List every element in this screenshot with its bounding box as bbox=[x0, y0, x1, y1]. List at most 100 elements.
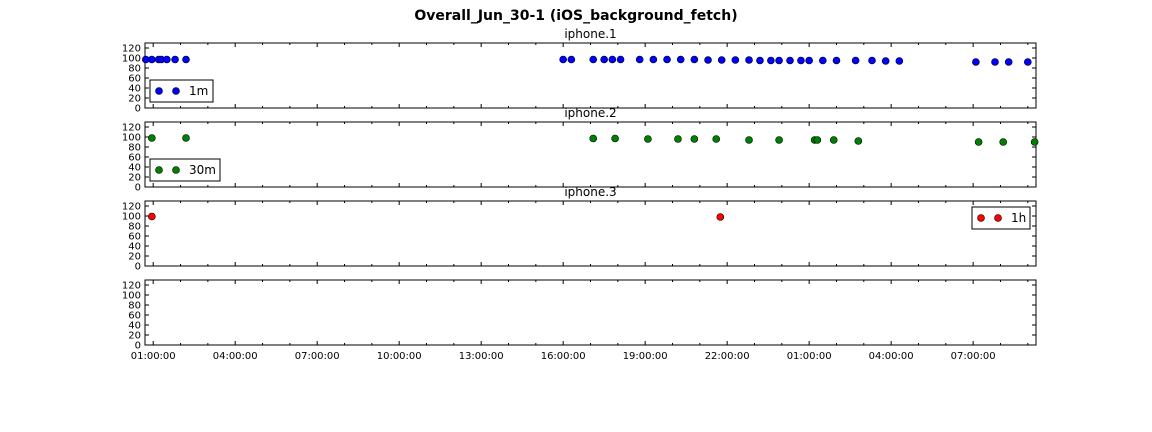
y-tick-label: 100 bbox=[122, 212, 141, 223]
plot-frame bbox=[144, 200, 1037, 267]
y-tick-label: 40 bbox=[128, 84, 141, 95]
y-tick-label: 40 bbox=[128, 163, 141, 174]
x-tick-label: 22:00:00 bbox=[705, 351, 750, 362]
y-tick-label: 80 bbox=[128, 143, 141, 154]
y-tick-label: 40 bbox=[128, 242, 141, 253]
data-point bbox=[644, 135, 652, 143]
data-point bbox=[690, 135, 699, 143]
legend-label: 30m bbox=[189, 163, 216, 177]
legend-marker bbox=[155, 166, 163, 174]
data-point bbox=[182, 134, 190, 142]
x-tick-label: 07:00:00 bbox=[295, 351, 340, 362]
data-point bbox=[767, 56, 775, 65]
data-point bbox=[148, 212, 156, 221]
data-point bbox=[182, 55, 190, 64]
y-tick-label: 60 bbox=[128, 153, 141, 164]
legend-label: 1m bbox=[189, 84, 208, 98]
x-tick-label: 04:00:00 bbox=[869, 351, 914, 362]
y-tick-label: 0 bbox=[135, 341, 141, 352]
x-tick-label: 01:00:00 bbox=[787, 351, 832, 362]
legend-marker bbox=[977, 214, 985, 222]
data-point bbox=[786, 56, 794, 65]
legend-marker bbox=[994, 214, 1002, 222]
data-point bbox=[851, 56, 860, 65]
data-point bbox=[775, 56, 783, 65]
subplot-title: iphone.3 bbox=[564, 185, 616, 199]
y-tick-label: 60 bbox=[128, 311, 141, 322]
x-tick-label: 19:00:00 bbox=[623, 351, 668, 362]
data-point bbox=[805, 56, 813, 65]
panels: iphone.10204060801001201miphone.20204060… bbox=[122, 27, 1039, 362]
y-tick-label: 120 bbox=[122, 202, 141, 213]
data-point bbox=[832, 56, 841, 65]
y-tick-label: 100 bbox=[122, 54, 141, 65]
data-point bbox=[972, 58, 980, 66]
y-tick-label: 40 bbox=[128, 321, 141, 332]
y-tick-label: 60 bbox=[128, 74, 141, 85]
y-tick-label: 20 bbox=[128, 252, 141, 263]
data-point bbox=[797, 56, 805, 65]
data-point bbox=[999, 138, 1008, 146]
data-point bbox=[745, 56, 753, 64]
legend-marker bbox=[155, 87, 163, 95]
x-tick-label: 01:00:00 bbox=[131, 351, 176, 362]
data-point bbox=[717, 56, 726, 64]
data-point bbox=[611, 134, 619, 143]
y-tick-label: 80 bbox=[128, 301, 141, 312]
legend-marker bbox=[172, 87, 180, 95]
plot-frame bbox=[144, 121, 1037, 188]
subplot-title: iphone.1 bbox=[564, 27, 616, 41]
data-point bbox=[854, 137, 863, 145]
data-point bbox=[731, 56, 740, 64]
legend-box bbox=[149, 79, 214, 103]
y-tick-label: 0 bbox=[135, 183, 141, 194]
legend: 1h bbox=[971, 206, 1031, 230]
legend-marker bbox=[172, 166, 180, 174]
data-point bbox=[881, 57, 890, 65]
data-point bbox=[895, 57, 904, 65]
data-point bbox=[567, 55, 576, 64]
data-point bbox=[868, 56, 876, 65]
figure-title: Overall_Jun_30-1 (iOS_background_fetch) bbox=[414, 8, 737, 24]
x-tick-label: 07:00:00 bbox=[951, 351, 996, 362]
x-tick-label: 04:00:00 bbox=[213, 351, 258, 362]
data-point bbox=[712, 135, 721, 143]
legend-box bbox=[149, 158, 221, 182]
data-point bbox=[819, 56, 827, 65]
data-point bbox=[1004, 58, 1013, 66]
data-point bbox=[616, 55, 625, 64]
y-tick-label: 100 bbox=[122, 133, 141, 144]
y-tick-label: 0 bbox=[135, 262, 141, 273]
legend: 1m bbox=[149, 79, 214, 103]
subplot-title: iphone.2 bbox=[564, 106, 616, 120]
y-tick-label: 60 bbox=[128, 232, 141, 243]
legend: 30m bbox=[149, 158, 221, 182]
y-tick-label: 20 bbox=[128, 173, 141, 184]
data-point bbox=[663, 55, 671, 64]
x-tick-label: 10:00:00 bbox=[377, 351, 422, 362]
data-point bbox=[635, 55, 644, 64]
data-point bbox=[649, 55, 658, 64]
data-point bbox=[1030, 138, 1039, 146]
data-point bbox=[716, 213, 725, 221]
data-point bbox=[775, 136, 783, 144]
y-tick-label: 100 bbox=[122, 291, 141, 302]
plot-frame bbox=[144, 279, 1037, 346]
y-tick-label: 80 bbox=[128, 64, 141, 75]
data-point bbox=[148, 134, 156, 142]
data-point bbox=[559, 55, 567, 64]
y-tick-label: 20 bbox=[128, 331, 141, 342]
x-tick-label: 16:00:00 bbox=[541, 351, 586, 362]
y-tick-label: 0 bbox=[135, 104, 141, 115]
data-point bbox=[600, 55, 608, 64]
data-point bbox=[813, 136, 822, 144]
data-point bbox=[163, 55, 171, 64]
y-tick-label: 80 bbox=[128, 222, 141, 233]
data-point bbox=[674, 135, 682, 143]
data-point bbox=[608, 55, 617, 64]
data-point bbox=[829, 136, 838, 144]
